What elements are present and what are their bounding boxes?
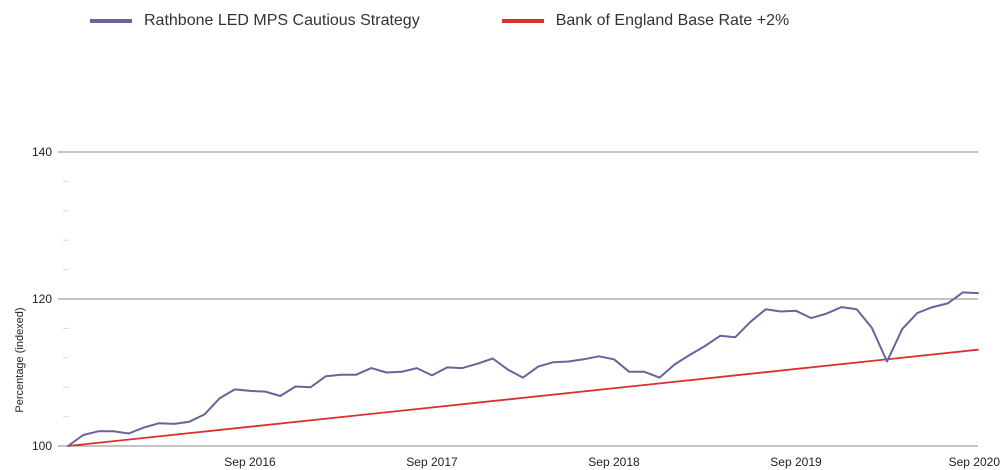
legend-swatch-rathbone <box>90 19 132 23</box>
y-tick-label-120: 120 <box>32 292 52 306</box>
series-line-boe-base-rate <box>67 348 979 447</box>
y-tick-label-140: 140 <box>32 145 52 159</box>
grid-lines <box>58 151 978 447</box>
legend-swatch-boe <box>501 19 544 23</box>
chart-legend: Rathbone LED MPS Cautious Strategy Bank … <box>90 12 789 30</box>
legend-item-boe: Bank of England Base Rate +2% <box>501 12 790 30</box>
y-tick-label-100: 100 <box>32 439 52 453</box>
series-line-rathbone <box>67 291 979 447</box>
y-axis-title: Percentage (indexed) <box>14 307 26 412</box>
x-tick-label-sep-2020: Sep 2020 <box>949 455 1001 469</box>
x-tick-label-sep-2018: Sep 2018 <box>588 455 640 469</box>
x-tick-labels: Sep 2016 Sep 2017 Sep 2018 Sep 2019 Sep 2020 <box>224 455 1000 469</box>
x-tick-label-sep-2019: Sep 2019 <box>770 455 822 469</box>
legend-item-rathbone: Rathbone LED MPS Cautious Strategy <box>90 12 420 30</box>
minor-tick-marks <box>63 180 69 418</box>
legend-label-rathbone: Rathbone LED MPS Cautious Strategy <box>144 12 420 29</box>
y-tick-labels: 100 120 140 <box>32 145 52 453</box>
x-tick-label-sep-2017: Sep 2017 <box>406 455 458 469</box>
x-tick-label-sep-2016: Sep 2016 <box>224 455 276 469</box>
series-lines <box>67 291 979 447</box>
legend-label-boe: Bank of England Base Rate +2% <box>555 12 790 29</box>
